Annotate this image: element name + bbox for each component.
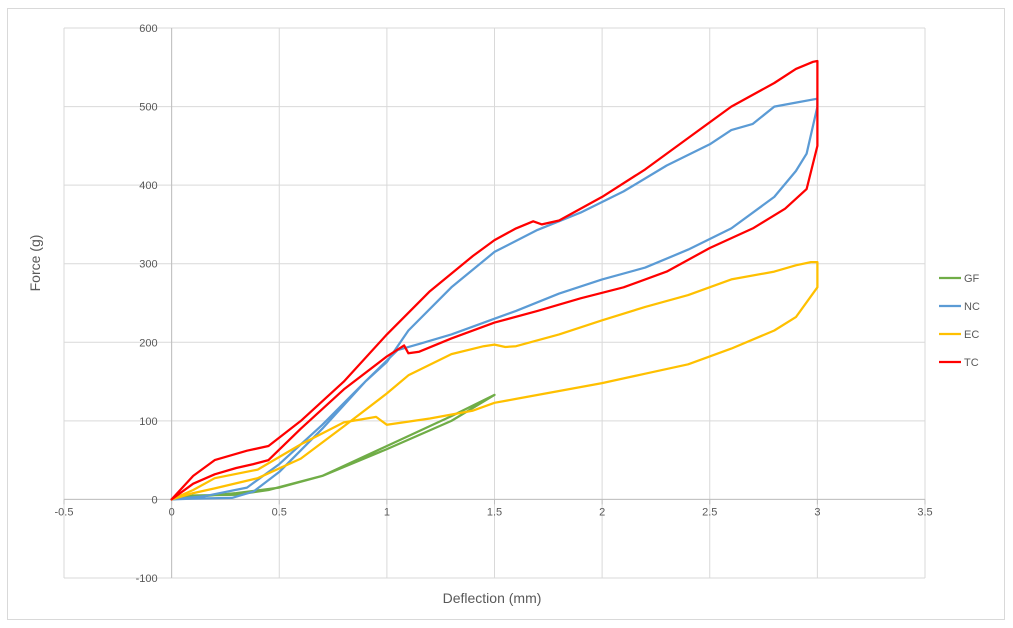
- x-tick-label: 3.5: [917, 506, 932, 518]
- y-tick-label: 200: [139, 337, 157, 349]
- x-tick-label: 1.5: [487, 506, 502, 518]
- series-line-gf: [170, 393, 496, 501]
- legend-label-gf: GF: [964, 273, 980, 285]
- x-tick-label: 0: [169, 506, 175, 518]
- x-tick-label: 3: [814, 506, 820, 518]
- y-axis-title: Force (g): [27, 235, 43, 292]
- y-tick-label: 300: [139, 259, 157, 271]
- series-lines: [170, 59, 819, 501]
- series-line-tc: [170, 59, 819, 501]
- gridlines: [63, 27, 926, 579]
- legend: GF NC EC TC: [939, 273, 980, 369]
- x-tick-label: -0.5: [55, 506, 74, 518]
- x-tick-label: 2: [599, 506, 605, 518]
- y-tick-label: 600: [139, 23, 157, 35]
- series-line-ec: [170, 260, 819, 501]
- y-tick-label: 100: [139, 416, 157, 428]
- y-tick-label: -100: [136, 573, 158, 585]
- y-tick-labels: -100 0 100 200 300 400 500 600: [136, 23, 158, 585]
- y-tick-label: 0: [152, 494, 158, 506]
- legend-label-nc: NC: [964, 301, 980, 313]
- x-tick-label: 0.5: [272, 506, 287, 518]
- x-tick-label: 1: [384, 506, 390, 518]
- x-axis-title: Deflection (mm): [443, 590, 542, 606]
- x-tick-labels: -0.5 0 0.5 1 1.5 2 2.5 3 3.5: [55, 506, 933, 518]
- x-tick-label: 2.5: [702, 506, 717, 518]
- legend-label-tc: TC: [964, 357, 979, 369]
- y-tick-label: 500: [139, 102, 157, 114]
- legend-label-ec: EC: [964, 329, 979, 341]
- y-tick-label: 400: [139, 180, 157, 192]
